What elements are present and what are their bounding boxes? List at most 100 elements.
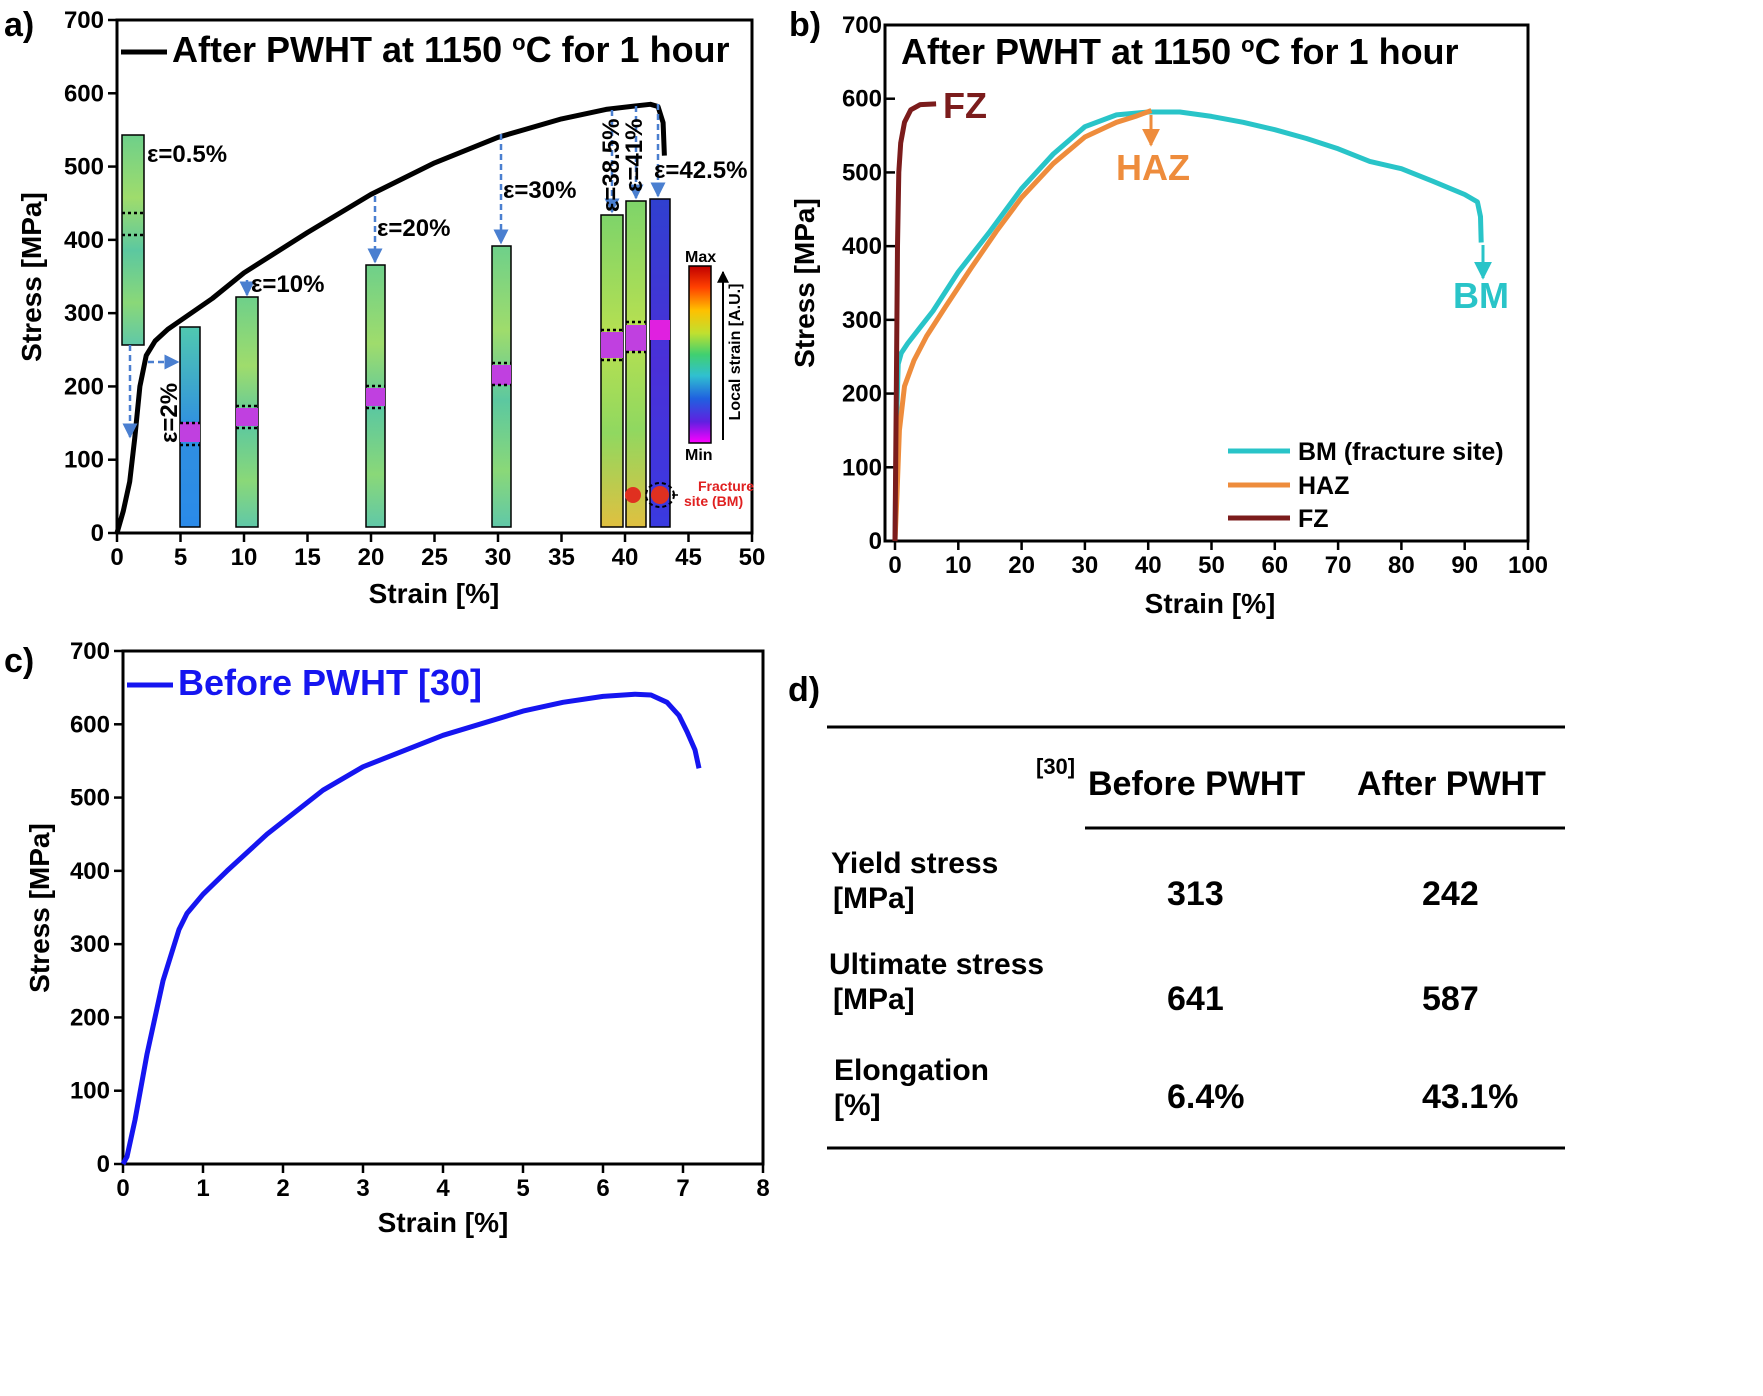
panel-b-ytick-label: 400 [842,233,882,260]
annotation-haz: HAZ [1116,147,1190,188]
panel-a-legend-degree: o [512,30,525,55]
panel-c-legend-label: Before PWHT [30] [178,662,482,703]
panel-c-ytick-label: 400 [70,858,110,885]
dic-hotspot [651,486,669,504]
fracture-line-2: site (BM) [684,493,743,509]
row-yield-after: 242 [1422,875,1479,913]
panel-a-ytick-label: 300 [64,300,104,327]
colorbar-min: Min [685,447,713,464]
panel-b-xtick-label: 50 [1198,552,1225,579]
colorbar-max: Max [685,249,716,266]
annotation-strain-42-5: ε=42.5% [654,157,747,184]
panel-b-ticks [886,23,1530,550]
panel-a-xtick-label: 40 [612,544,639,571]
panel-a-xtick-label: 10 [231,544,258,571]
panel-b-xtick-label: 60 [1261,552,1288,579]
row-elongation-label: Elongation [834,1054,989,1087]
panel-c-xlabel: Strain [%] [378,1207,509,1238]
annotation-strain-20: ε=20% [377,215,450,242]
panel-a-ytick-label: 600 [64,80,104,107]
panel-a-ytick-label: 500 [64,154,104,181]
row-ultimate-label: Ultimate stress [829,948,1044,981]
dic-strip-30 [491,245,512,528]
row-ultimate-unit: [MPa] [833,983,915,1016]
panel-a-xtick-label: 25 [421,544,448,571]
panel-b-frame [883,23,1530,543]
dic-band [236,408,258,426]
panel-b-label: b) [789,6,821,44]
row-yield-before: 313 [1167,875,1224,913]
panel-a-xtick-label: 50 [739,544,766,571]
panel-b-ytick-label: 0 [869,528,882,555]
panel-a-xtick-label: 30 [485,544,512,571]
panel-a-ytick-label: 0 [91,520,104,547]
panel-c-tick-labels: 0 1 2 3 4 5 6 7 8 0 100 200 300 400 500 600 700 [70,638,770,1202]
dic-strip-41 [625,200,647,528]
panel-c-series-line [120,691,702,1166]
dic-band [366,388,385,406]
panel-a: a) 0 5 10 15 20 25 30 35 40 45 5001002003004005006… [4,6,765,609]
legend-label-fz: FZ [1298,505,1329,533]
annotation-strain-0-5: ε=0.5% [147,141,227,168]
annotation-fz: FZ [943,85,987,126]
annotation-strain-30: ε=30% [503,177,576,204]
panel-b-title: After PWHT at 1150 oC for 1 hour [901,31,1459,72]
panel-b-ytick-label: 100 [842,454,882,481]
panel-c-xtick-label: 6 [596,1175,609,1202]
panel-a-ytick-label: 200 [64,373,104,400]
panel-c-xtick-label: 8 [756,1175,769,1202]
row-elongation-before: 6.4% [1167,1078,1245,1116]
panel-c-ytick-label: 0 [97,1151,110,1178]
dic-strips [121,134,675,528]
panel-c-ytick-label: 500 [70,785,110,812]
annotation-strain-10: ε=10% [251,271,324,298]
panel-d-label: d) [788,671,820,709]
panel-b-xtick-label: 40 [1135,552,1162,579]
panel-b-xtick-label: 0 [888,552,901,579]
panel-b-ylabel: Stress [MPa] [789,198,820,368]
panel-a-label: a) [4,6,34,44]
annotation-strain-38-5: ε=38.5% [598,119,625,212]
dic-band [492,365,511,385]
panel-a-xtick-label: 0 [110,544,123,571]
dic-strip-38-5 [600,214,624,528]
annotation-bm: BM [1453,275,1509,316]
panel-b-title-degree: o [1241,32,1254,57]
colorbar-title: Local strain [A.U.] [727,284,744,421]
panel-c-xtick-label: 0 [116,1175,129,1202]
annotation-strain-41: ε=41% [621,119,648,192]
panel-b-ytick-label: 700 [842,12,882,39]
dic-strip-0-5 [121,134,145,346]
panel-c: c) 0 1 2 3 4 5 6 7 8 0 100 200 300 400 500 600 700 Strai… [4,638,770,1238]
panel-b-xtick-label: 20 [1008,552,1035,579]
panel-a-legend-label: After PWHT at 1150 oC for 1 hour [172,29,730,70]
fracture-line-1: Fracture [698,478,754,494]
panel-a-xtick-label: 45 [675,544,702,571]
panel-a-ticks [108,18,754,542]
table-ref: [30] [1036,754,1075,779]
panel-a-xlabel: Strain [%] [369,578,500,609]
panel-c-xtick-label: 2 [276,1175,289,1202]
table-header-after: After PWHT [1357,765,1546,803]
panel-c-ytick-label: 100 [70,1078,110,1105]
panel-b-title-part2: C for 1 hour [1255,31,1459,72]
panel-c-xtick-label: 7 [676,1175,689,1202]
annotation-fracture-site: Fracture site (BM) [684,478,754,509]
panel-a-xtick-label: 20 [358,544,385,571]
panel-c-ylabel: Stress [MPa] [24,823,55,993]
panel-a-ylabel: Stress [MPa] [16,192,47,362]
panel-c-ytick-label: 200 [70,1004,110,1031]
legend-label-haz: HAZ [1298,472,1349,500]
panel-a-ytick-label: 100 [64,447,104,474]
panel-c-xtick-label: 3 [356,1175,369,1202]
panel-a-xtick-label: 5 [174,544,187,571]
panel-c-ticks [114,649,765,1173]
panel-c-ytick-label: 300 [70,931,110,958]
panel-c-ytick-label: 700 [70,638,110,665]
annotation-arrows [122,104,666,439]
panel-a-legend-part1: After PWHT at 1150 [172,29,512,70]
dic-band [626,325,646,351]
row-elongation-after: 43.1% [1422,1078,1518,1116]
panel-c-label: c) [4,642,34,680]
panel-b-xtick-label: 80 [1388,552,1415,579]
